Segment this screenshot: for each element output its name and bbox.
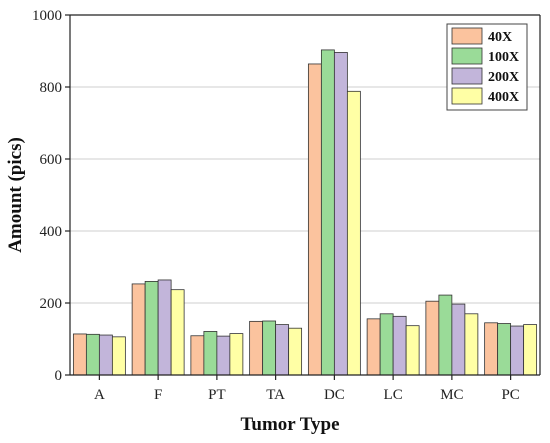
bar [405, 325, 420, 376]
bar [262, 320, 277, 376]
bar [497, 323, 512, 376]
axes [65, 14, 541, 380]
bar [216, 335, 231, 376]
legend-swatch [451, 87, 483, 105]
bar [333, 52, 348, 376]
bar [464, 313, 479, 376]
bar [288, 327, 303, 376]
legend-swatch [451, 27, 483, 45]
x-tick-label: PT [208, 387, 226, 403]
legend-label: 40X [488, 30, 512, 45]
legend-swatch [451, 47, 483, 65]
y-tick-label: 400 [40, 224, 63, 240]
bar [157, 279, 172, 376]
y-tick-label: 600 [40, 152, 63, 168]
bar [170, 289, 185, 376]
bar [392, 315, 407, 376]
x-tick-label: F [154, 387, 162, 403]
bar [510, 325, 525, 376]
legend-label: 100X [488, 50, 519, 65]
bar [72, 333, 87, 376]
bar [484, 322, 499, 376]
bar [144, 280, 159, 376]
legend-swatch [451, 67, 483, 85]
y-tick-label: 200 [40, 296, 63, 312]
x-tick-label: MC [440, 387, 463, 403]
bar [275, 324, 290, 376]
gridlines [70, 86, 540, 304]
bar [379, 313, 394, 376]
x-tick-label: A [94, 387, 105, 403]
bar [523, 324, 538, 376]
y-tick-label: 800 [40, 80, 63, 96]
bar [85, 333, 100, 376]
bar [366, 318, 381, 376]
bar [190, 335, 205, 376]
legend-label: 400X [488, 90, 519, 105]
x-axis-title: Tumor Type [240, 414, 339, 435]
y-tick-label: 1000 [32, 8, 62, 24]
y-tick-label: 0 [55, 368, 63, 384]
bar [307, 63, 322, 376]
y-axis-title: Amount (pics) [5, 137, 26, 253]
x-tick-label: TA [266, 387, 285, 403]
legend-label: 200X [488, 70, 519, 85]
bar [249, 320, 264, 376]
bar [98, 334, 113, 376]
bar [320, 49, 335, 376]
bars [72, 49, 538, 376]
x-tick-label: PC [501, 387, 519, 403]
bar [203, 331, 218, 376]
bar [425, 300, 440, 376]
tick-labels: 0 200 400 600 800 1000 A F PT TA DC LC MC PC [32, 8, 520, 403]
bar [346, 90, 361, 376]
legend: 40X 100X 200X 400X [446, 23, 528, 111]
bar [131, 283, 146, 376]
x-tick-label: DC [324, 387, 345, 403]
bar [111, 336, 126, 376]
bar [451, 303, 466, 376]
bar [438, 294, 453, 376]
bar [229, 333, 244, 376]
x-tick-label: LC [384, 387, 403, 403]
